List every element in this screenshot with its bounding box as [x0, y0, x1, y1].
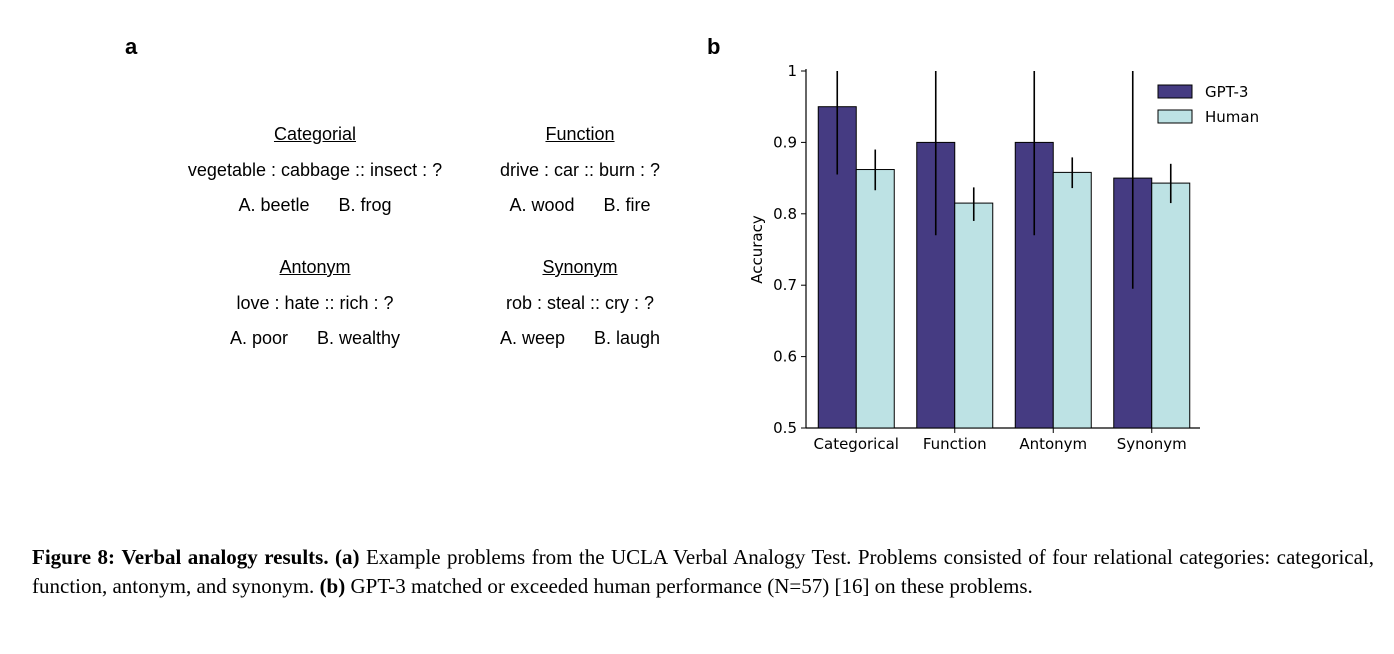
y-axis-label: Accuracy — [748, 215, 766, 284]
accuracy-bar-chart: 0.5 0.6 0.7 0.8 0.9 1 Accuracy Categorical Funct… — [748, 62, 1259, 453]
caption-b-text: GPT-3 matched or exceeded human performa… — [350, 574, 1033, 598]
analogy-category-title: Synonym — [542, 257, 618, 277]
analogy-problem: rob : steal :: cry : ? — [505, 293, 655, 313]
analogy-category-title: Categorial — [273, 124, 357, 144]
bar-human — [954, 202, 994, 429]
x-tick-label: Synonym — [1117, 435, 1187, 453]
analogy-problem: vegetable : cabbage :: insect : ? — [187, 160, 443, 180]
caption-b-marker: (b) — [319, 574, 346, 598]
panel-b-letter: b — [707, 34, 721, 59]
analogy-options: A. beetle B. frog — [155, 195, 475, 217]
option-a: A. beetle — [238, 195, 310, 215]
legend-label: Human — [1205, 108, 1259, 126]
legend-swatch — [1157, 84, 1193, 99]
analogy-problem: love : hate :: rich : ? — [236, 293, 394, 313]
x-tick-label: Function — [923, 435, 987, 453]
option-a: A. wood — [509, 195, 575, 215]
legend-label: GPT-3 — [1205, 83, 1248, 101]
option-a: A. poor — [229, 328, 288, 348]
analogy-problem: drive : car :: burn : ? — [499, 160, 661, 180]
option-b: B. laugh — [594, 328, 661, 348]
caption-a-text: Example problems from the UCLA Verbal An… — [32, 545, 1375, 598]
y-tick-label: 0.8 — [773, 205, 797, 223]
figure-caption: Figure 8: Verbal analogy results. (a) Ex… — [32, 543, 1374, 601]
analogy-synonym: Synonym rob : steal :: cry : ? A. weep B… — [420, 257, 740, 350]
x-tick-label: Antonym — [1019, 435, 1087, 453]
y-tick-label: 0.9 — [773, 133, 797, 151]
analogy-options: A. weep B. laugh — [420, 328, 740, 350]
y-tick-label: 0.5 — [773, 419, 797, 437]
bar-human — [1052, 171, 1092, 429]
analogy-antonym: Antonym love : hate :: rich : ? A. poor … — [155, 257, 475, 350]
x-tick-label: Categorical — [814, 435, 899, 453]
bar-human — [1151, 182, 1191, 429]
analogy-category-title: Function — [545, 124, 615, 144]
analogy-options: A. wood B. fire — [420, 195, 740, 217]
legend-swatch — [1157, 109, 1193, 124]
analogy-categorial: Categorial vegetable : cabbage :: insect… — [155, 124, 475, 217]
figure-label: Figure 8: — [32, 545, 116, 569]
y-tick-label: 1 — [787, 62, 797, 80]
analogy-function: Function drive : car :: burn : ? A. wood… — [420, 124, 740, 217]
figure-title: Verbal analogy results. — [121, 545, 329, 569]
y-tick-label: 0.7 — [773, 276, 797, 294]
option-b: B. fire — [603, 195, 651, 215]
option-a: A. weep — [499, 328, 565, 348]
caption-a-marker: (a) — [335, 545, 360, 569]
panel-a-letter: a — [125, 34, 138, 59]
option-b: B. frog — [338, 195, 392, 215]
bar-human — [855, 169, 895, 429]
y-tick-label: 0.6 — [773, 348, 797, 366]
analogy-category-title: Antonym — [279, 257, 351, 277]
option-b: B. wealthy — [317, 328, 401, 348]
analogy-options: A. poor B. wealthy — [155, 328, 475, 350]
